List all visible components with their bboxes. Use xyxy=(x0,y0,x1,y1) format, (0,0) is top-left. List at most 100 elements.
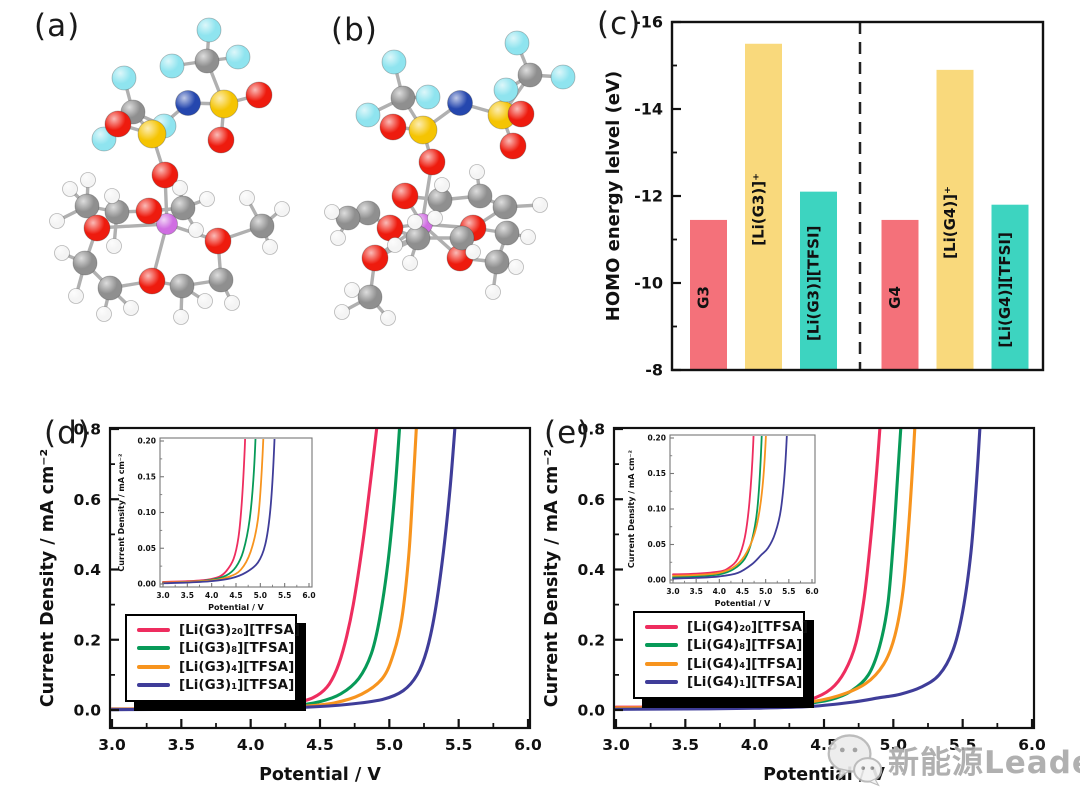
y-axis: 0.00 0.05 0.10 0.15 0.20 xyxy=(647,434,674,585)
y-tick-label: 0.2 xyxy=(74,631,101,649)
series-[Li(G4)₂₀][TFSA] xyxy=(672,436,755,576)
y-axis-title: HOMO energy lelvel (eV) xyxy=(603,71,624,321)
c-atom xyxy=(208,267,234,293)
y-tick-label: -16 xyxy=(634,13,663,32)
legend-label: [Li(G4)₈][TFSA] xyxy=(687,637,803,654)
c-atom xyxy=(449,225,475,251)
x-axis: 3.0 3.5 4.0 4.5 5.0 5.5 6.0 xyxy=(156,583,316,600)
x-tick-label: 6.0 xyxy=(302,591,315,600)
y-tick-label: 0.8 xyxy=(578,421,605,439)
y-tick-label: 0.10 xyxy=(137,508,156,517)
series-[Li(G4)₁][TFSA] xyxy=(672,436,788,580)
y-tick-label: 0.15 xyxy=(137,472,156,481)
x-axis-title: Potential / V xyxy=(259,765,381,785)
y-tick-label: -12 xyxy=(634,187,663,206)
x-tick-label: 3.5 xyxy=(181,591,194,600)
h-atom xyxy=(469,164,485,180)
x-tick-label: 6.0 xyxy=(1018,736,1046,754)
y-tick-label: 0.0 xyxy=(578,702,606,720)
y-axis: -8 -10 -12 -14 -16 xyxy=(634,13,681,380)
legend-g4: [Li(G4)₂₀][TFSA] [Li(G4)₈][TFSA] [Li(G4)₄]… xyxy=(633,611,809,699)
legend-label: [Li(G4)₁][TFSA] xyxy=(687,673,803,690)
bar-G4 xyxy=(881,219,919,370)
x-tick-label: 3.0 xyxy=(666,587,679,596)
panel-a-label: (a) xyxy=(34,8,81,44)
x-tick-label: 6.0 xyxy=(805,587,818,596)
y-tick-label: -10 xyxy=(634,274,663,293)
c-atom xyxy=(467,183,493,209)
c-atom xyxy=(169,273,195,299)
legend-label: [Li(G4)₄][TFSA] xyxy=(687,655,803,672)
o-atom xyxy=(507,100,535,128)
legend-swatch xyxy=(137,646,170,651)
y-tick-label: 0.20 xyxy=(137,437,156,446)
legend-label: [Li(G3)₈][TFSA] xyxy=(179,640,295,657)
x-tick-label: 3.5 xyxy=(672,736,699,754)
y-tick-label: 0.15 xyxy=(647,469,666,478)
series-[Li(G4)₈][TFSA] xyxy=(672,436,763,579)
legend-item: [Li(G3)₂₀][TFSA] xyxy=(137,621,300,639)
x-tick-label: 5.5 xyxy=(278,591,291,600)
panel-d-label: (d) xyxy=(44,415,91,451)
bar-label: G3 xyxy=(695,286,713,309)
legend-swatch xyxy=(645,679,678,684)
h-atom xyxy=(344,282,360,298)
y-tick-label: 0.05 xyxy=(647,540,666,549)
c-atom xyxy=(390,85,416,111)
h-atom xyxy=(465,244,481,260)
y-tick-label: 0.4 xyxy=(74,561,102,579)
c-atom xyxy=(484,249,510,275)
f-atom xyxy=(415,84,441,110)
watermark: 新能源Leader xyxy=(826,731,1080,787)
y-axis: 0.0 0.2 0.4 0.6 0.8 xyxy=(578,421,623,720)
x-tick-label: 3.0 xyxy=(602,736,630,754)
x-axis: 3.0 3.5 4.0 4.5 5.0 5.5 6.0 xyxy=(666,579,819,596)
h-atom xyxy=(508,259,524,275)
h-atom xyxy=(520,229,536,245)
x-tick-label: 5.5 xyxy=(782,587,795,596)
x-tick-label: 5.5 xyxy=(445,736,472,754)
bar-[Li(G4)][TFSI] xyxy=(991,204,1029,370)
h-atom xyxy=(407,214,423,230)
legend-item: [Li(G3)₄][TFSA] xyxy=(137,658,294,676)
y-tick-label: 0.10 xyxy=(647,505,666,514)
f-atom xyxy=(355,102,381,128)
y-axis-title: Current Density / mA cm⁻² xyxy=(117,453,126,572)
panel-e-label: (e) xyxy=(544,415,591,451)
x-tick-label: 3.0 xyxy=(156,591,169,600)
legend-label: [Li(G4)₂₀][TFSA] xyxy=(687,619,809,636)
h-atom xyxy=(485,284,501,300)
o-atom xyxy=(418,148,446,176)
o-atom xyxy=(83,214,111,242)
y-axis: 0.0 0.2 0.4 0.6 0.8 xyxy=(74,421,119,720)
x-axis-title: Potential / V xyxy=(715,599,772,608)
f-atom xyxy=(159,53,185,79)
h-atom xyxy=(104,188,120,204)
molecule-atoms xyxy=(49,17,290,325)
h-atom xyxy=(62,181,78,197)
c-atom xyxy=(72,250,98,276)
x-tick-label: 4.0 xyxy=(741,736,769,754)
h-atom xyxy=(239,190,255,206)
f-atom xyxy=(111,65,137,91)
series-group xyxy=(615,429,982,711)
x-tick-label: 4.0 xyxy=(205,591,218,600)
series-[Li(G4)₁][TFSA] xyxy=(615,429,982,711)
h-atom xyxy=(262,239,278,255)
f-atom xyxy=(196,17,222,43)
panel-c-label: (c) xyxy=(597,6,642,42)
x-axis-title: Potential / V xyxy=(208,603,265,612)
s-atom xyxy=(209,89,239,119)
h-atom xyxy=(387,237,403,253)
molecule-atoms xyxy=(324,30,576,326)
c-atom xyxy=(74,193,100,219)
h-atom xyxy=(274,201,290,217)
legend-label: [Li(G3)₁][TFSA] xyxy=(179,676,295,693)
f-atom xyxy=(504,30,530,56)
x-tick-label: 5.5 xyxy=(949,736,976,754)
n-atom xyxy=(447,90,473,116)
x-tick-label: 3.0 xyxy=(98,736,126,754)
